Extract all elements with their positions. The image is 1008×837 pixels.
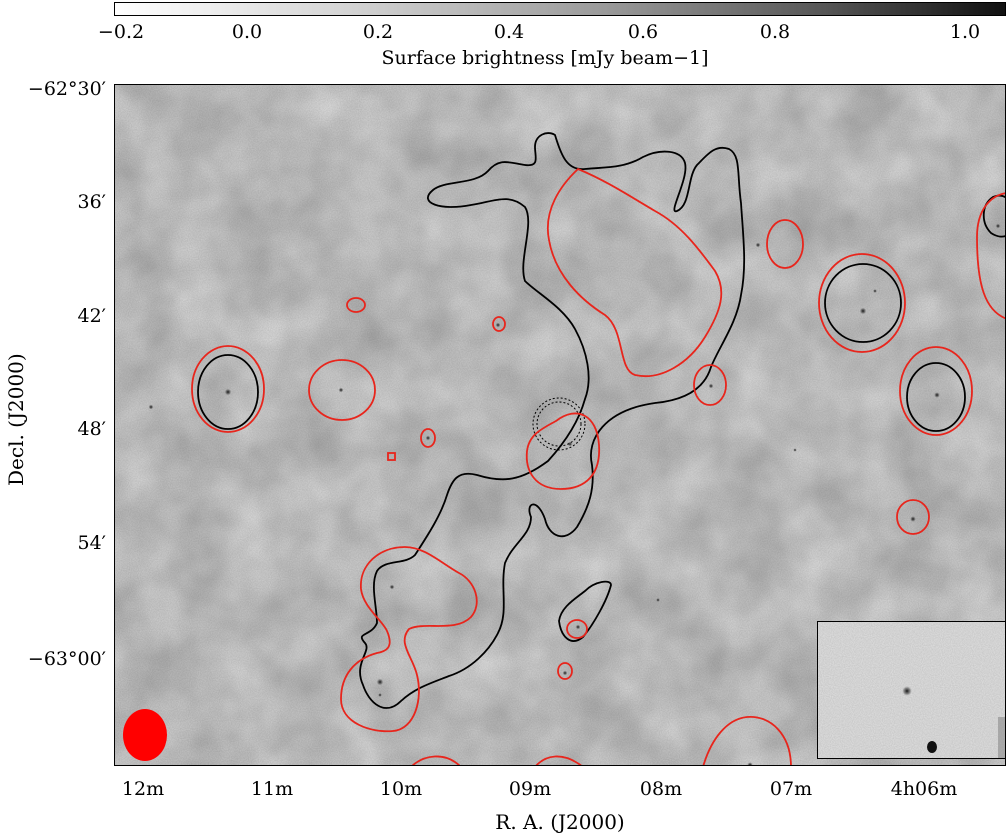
x-tick-label: 08m bbox=[639, 778, 683, 800]
red-contour bbox=[525, 412, 600, 490]
colorbar-tick: 1.0 bbox=[949, 21, 981, 43]
red-contour bbox=[411, 755, 460, 765]
x-tick-label: 10m bbox=[379, 778, 423, 800]
black-contour bbox=[906, 362, 966, 432]
colorbar-tick: 0.4 bbox=[493, 21, 525, 43]
red-contour bbox=[693, 364, 727, 406]
inset-source bbox=[902, 686, 912, 696]
point-source bbox=[859, 307, 867, 315]
point-source bbox=[389, 584, 395, 590]
y-tick-label: 42′ bbox=[77, 305, 107, 327]
red-contour bbox=[387, 452, 396, 461]
point-source bbox=[934, 392, 940, 398]
point-source bbox=[148, 404, 154, 410]
point-source bbox=[376, 678, 384, 686]
black-contour bbox=[982, 194, 1005, 238]
red-contour-large bbox=[546, 167, 723, 377]
red-contour bbox=[492, 316, 506, 332]
black-contour bbox=[824, 263, 902, 343]
inset-edge bbox=[998, 717, 1005, 758]
point-source bbox=[656, 598, 660, 602]
beam-ellipse bbox=[123, 709, 167, 761]
y-tick-label: −62°30′ bbox=[27, 78, 106, 100]
x-axis-label: R. A. (J2000) bbox=[495, 810, 625, 834]
point-source bbox=[793, 448, 797, 452]
colorbar-tick: −0.2 bbox=[97, 21, 145, 43]
x-tick-label: 12m bbox=[121, 778, 165, 800]
y-axis-label: Decl. (J2000) bbox=[4, 353, 28, 486]
red-contour bbox=[340, 546, 478, 733]
point-source bbox=[224, 388, 232, 396]
point-source bbox=[708, 383, 714, 389]
y-tick-label: 48′ bbox=[77, 418, 107, 440]
colorbar-tick: 0.6 bbox=[627, 21, 659, 43]
inset-source-bright bbox=[927, 741, 937, 753]
y-tick-label: 54′ bbox=[77, 532, 107, 554]
red-contour bbox=[535, 755, 582, 765]
y-tick-label: 36′ bbox=[77, 191, 107, 213]
inset-grain bbox=[818, 622, 1005, 758]
colorbar bbox=[114, 2, 1006, 16]
red-contour bbox=[976, 192, 1005, 320]
target-circle-inner bbox=[536, 401, 582, 447]
red-contour bbox=[557, 662, 573, 680]
red-contour bbox=[818, 253, 906, 353]
point-source bbox=[910, 516, 916, 522]
colorbar-label: Surface brightness [mJy beam−1] bbox=[381, 47, 709, 69]
x-tick-label: 07m bbox=[769, 778, 813, 800]
red-contours bbox=[191, 167, 1005, 765]
colorbar-tick: 0.0 bbox=[231, 21, 263, 43]
point-source bbox=[425, 435, 431, 441]
x-tick-label: 09m bbox=[508, 778, 552, 800]
inset-zoom bbox=[817, 621, 1006, 759]
inset-svg bbox=[818, 622, 1005, 758]
black-contour-main bbox=[359, 132, 746, 709]
target-circles bbox=[532, 397, 586, 451]
x-tick-label: 11m bbox=[250, 778, 294, 800]
point-source bbox=[755, 242, 761, 248]
x-tick-label: 4h06m bbox=[890, 778, 958, 800]
red-contour bbox=[896, 499, 930, 535]
y-tick-label: −63°00′ bbox=[27, 648, 106, 670]
black-contours bbox=[197, 132, 1005, 709]
point-source bbox=[562, 670, 568, 676]
red-contour bbox=[566, 619, 588, 639]
black-contour bbox=[197, 354, 259, 430]
point-source bbox=[995, 223, 1001, 229]
colorbar-tick: 0.8 bbox=[759, 21, 791, 43]
red-contour bbox=[346, 297, 366, 313]
point-source bbox=[495, 322, 501, 328]
red-contour bbox=[766, 219, 804, 269]
red-contour bbox=[420, 428, 436, 448]
point-source bbox=[873, 289, 877, 293]
red-contour bbox=[702, 716, 792, 765]
colorbar-tick: 0.2 bbox=[362, 21, 394, 43]
target-circle-outer bbox=[532, 397, 586, 451]
point-source bbox=[747, 762, 753, 765]
point-source bbox=[338, 387, 344, 393]
red-contour bbox=[308, 359, 376, 421]
red-contour bbox=[899, 346, 973, 436]
point-source bbox=[378, 693, 382, 697]
red-contour bbox=[191, 345, 265, 433]
point-source bbox=[575, 624, 581, 630]
